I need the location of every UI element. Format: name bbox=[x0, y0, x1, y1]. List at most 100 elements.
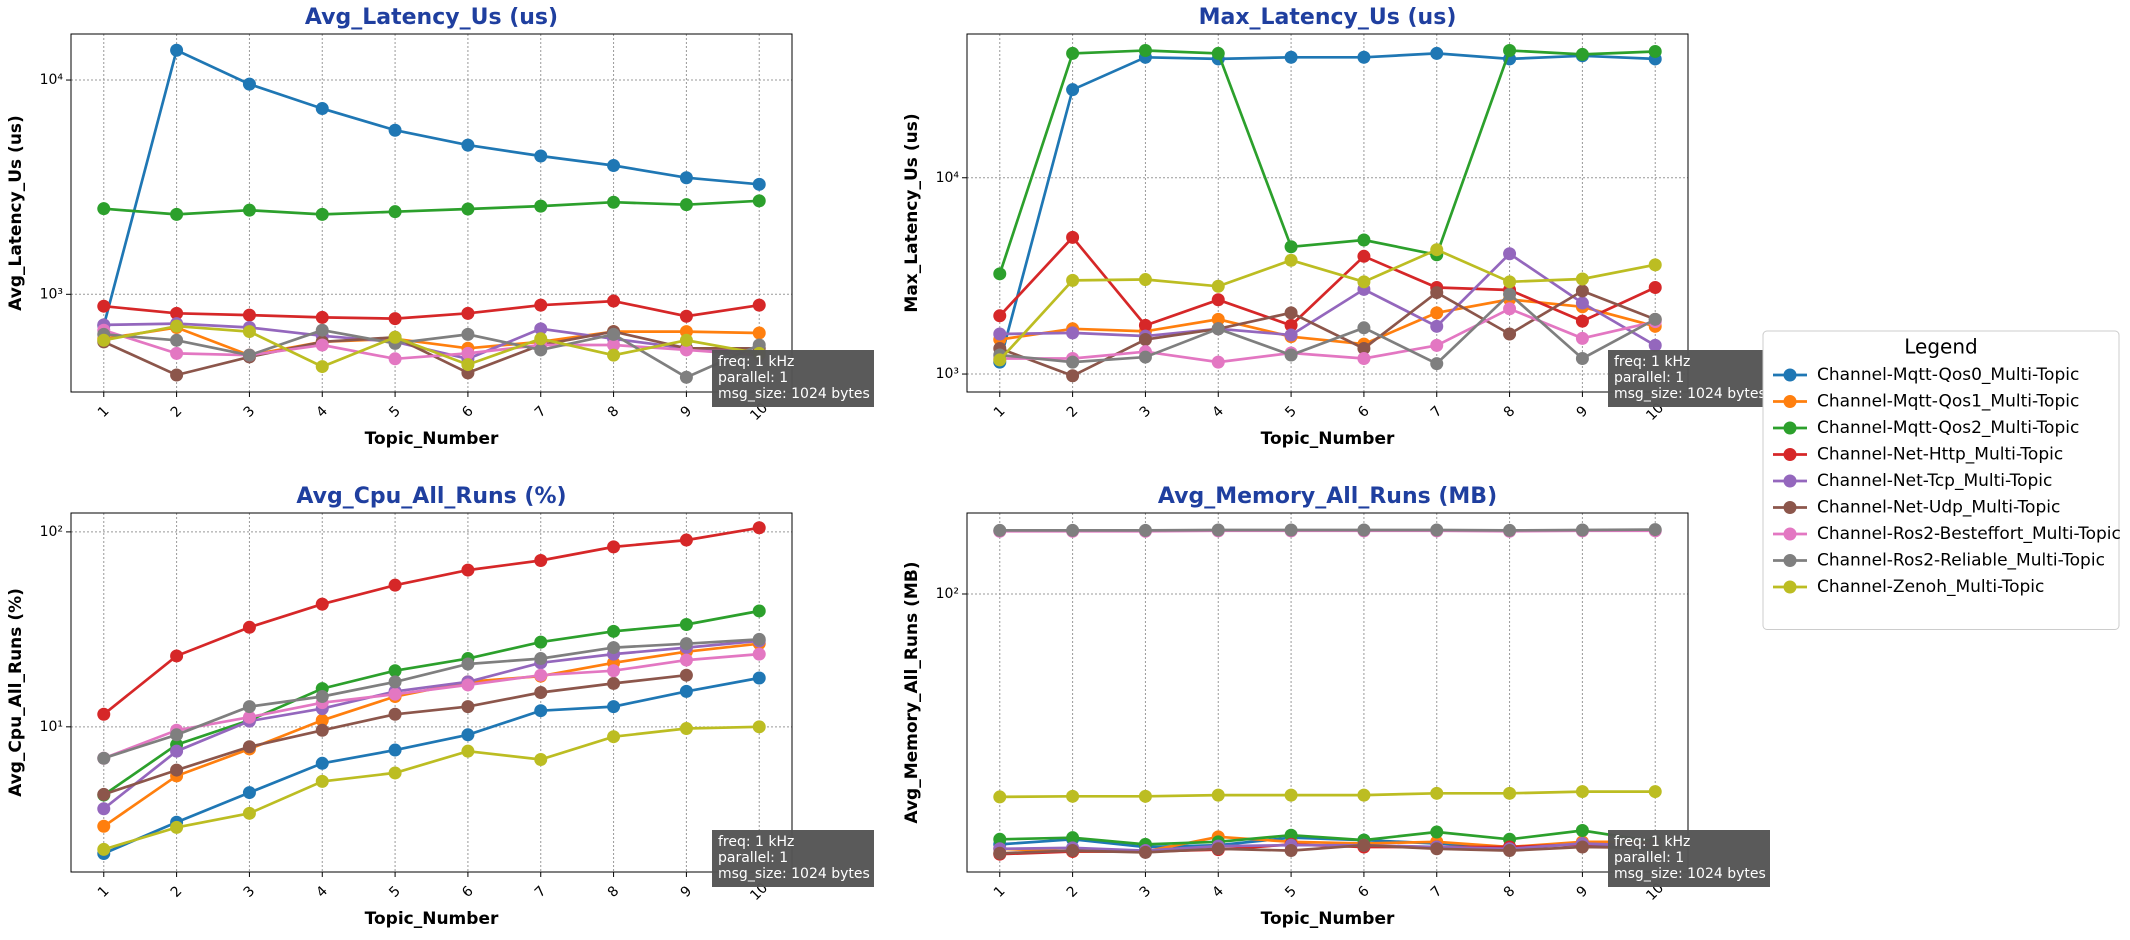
series-line bbox=[102, 639, 760, 810]
data-point bbox=[1066, 83, 1080, 97]
data-point bbox=[97, 299, 111, 313]
data-point bbox=[1357, 523, 1371, 537]
x-tick-label: 9 bbox=[678, 403, 696, 421]
data-point bbox=[97, 787, 111, 801]
data-point bbox=[993, 846, 1007, 860]
data-point bbox=[1357, 341, 1371, 355]
plot-frame bbox=[71, 513, 792, 872]
annotation-text: msg_size: 1024 bytes bbox=[718, 386, 870, 402]
data-point bbox=[1357, 249, 1371, 263]
data-point bbox=[1357, 788, 1371, 802]
data-point bbox=[461, 306, 475, 320]
data-point bbox=[752, 521, 766, 535]
data-point bbox=[461, 678, 475, 692]
data-point bbox=[242, 77, 256, 91]
x-tick-label: 2 bbox=[1064, 883, 1082, 901]
data-point bbox=[1503, 786, 1517, 800]
data-point bbox=[607, 664, 621, 678]
data-point bbox=[242, 710, 256, 724]
data-point bbox=[534, 298, 548, 312]
data-point bbox=[461, 744, 475, 758]
axes-border bbox=[966, 512, 1689, 873]
data-point bbox=[97, 842, 111, 856]
data-point bbox=[993, 832, 1007, 846]
plot-area: Channel-Mqtt-Qos0_Multi-TopicChannel-Mqt… bbox=[993, 43, 1662, 383]
data-point bbox=[1575, 823, 1589, 837]
data-point bbox=[534, 332, 548, 346]
series: Channel-Net-Http_Multi-Topic bbox=[97, 521, 766, 721]
series: Channel-Mqtt-Qos0_Multi-Topic bbox=[993, 46, 1662, 369]
data-point bbox=[679, 684, 693, 698]
data-point bbox=[752, 604, 766, 618]
annotation-text: parallel: 1 bbox=[718, 850, 788, 866]
series: Channel-Zenoh_Multi-Topic bbox=[97, 720, 766, 856]
y-tick-label: 10⁴ bbox=[936, 170, 960, 186]
data-point bbox=[1648, 523, 1662, 537]
data-point bbox=[1648, 338, 1662, 352]
data-point bbox=[1284, 240, 1298, 254]
series-line bbox=[999, 292, 1656, 366]
series-line bbox=[103, 609, 760, 797]
data-point bbox=[315, 756, 329, 770]
plot-area: Channel-Mqtt-Qos0_Multi-TopicChannel-Mqt… bbox=[97, 521, 766, 860]
x-tick-label: 6 bbox=[459, 403, 477, 421]
data-point bbox=[315, 310, 329, 324]
data-point bbox=[679, 309, 693, 323]
x-tick-label: 9 bbox=[1574, 403, 1592, 421]
data-point bbox=[461, 728, 475, 742]
data-point bbox=[993, 790, 1007, 804]
annotation-box bbox=[712, 350, 874, 407]
annotation-text: parallel: 1 bbox=[1614, 370, 1684, 386]
data-point bbox=[1575, 47, 1589, 61]
annotation-text: parallel: 1 bbox=[718, 370, 788, 386]
chart-panel: 1 2 3 4 5 6 7 8 9 1010³10⁴Channel-Mqtt-Qos0_Multi… bbox=[902, 5, 1770, 449]
annotation-text: freq: 1 kHz bbox=[1614, 354, 1690, 370]
series: Channel-Net-Udp_Multi-Topic bbox=[97, 668, 693, 801]
x-axis-label: Topic_Number bbox=[365, 909, 499, 929]
data-point bbox=[315, 338, 329, 352]
data-point bbox=[607, 195, 621, 209]
x-tick-label: 8 bbox=[1501, 883, 1519, 901]
y-tick-label: 10² bbox=[936, 586, 959, 602]
series-line bbox=[103, 326, 760, 357]
data-point bbox=[315, 323, 329, 337]
data-point bbox=[97, 202, 111, 216]
data-point bbox=[461, 327, 475, 341]
data-point bbox=[1575, 523, 1589, 537]
data-point bbox=[388, 578, 402, 592]
chart-panel: 1 2 3 4 5 6 7 8 9 1010³10⁴Channel-Mqtt-Qos0_Multi… bbox=[6, 5, 874, 449]
legend-label: Channel-Ros2-Besteffort_Multi-Topic bbox=[1817, 524, 2121, 544]
data-point bbox=[607, 348, 621, 362]
data-point bbox=[1138, 523, 1152, 537]
data-point bbox=[1575, 284, 1589, 298]
annotation-text: msg_size: 1024 bytes bbox=[1614, 386, 1766, 402]
data-point bbox=[1284, 788, 1298, 802]
axes-border bbox=[70, 33, 793, 393]
x-tick-label: 9 bbox=[1574, 883, 1592, 901]
x-axis-label: Topic_Number bbox=[1261, 909, 1395, 929]
data-point bbox=[1284, 844, 1298, 858]
data-point bbox=[1357, 275, 1371, 289]
y-tick-label: 10³ bbox=[40, 286, 63, 302]
x-tick-label: 4 bbox=[1209, 403, 1227, 421]
data-point bbox=[679, 333, 693, 347]
data-point bbox=[1211, 279, 1225, 293]
x-tick-label: 1 bbox=[95, 403, 113, 421]
data-point bbox=[242, 700, 256, 714]
data-point bbox=[534, 686, 548, 699]
data-point bbox=[1503, 327, 1517, 341]
x-tick-label: 2 bbox=[168, 883, 186, 901]
series-line bbox=[998, 248, 1656, 361]
data-point bbox=[1211, 788, 1225, 802]
data-point bbox=[679, 343, 693, 357]
data-point bbox=[1211, 312, 1225, 326]
data-point bbox=[607, 540, 621, 554]
x-tick-label: 4 bbox=[1209, 883, 1227, 901]
series: Channel-Ros2-Reliable_Multi-Topic bbox=[97, 632, 766, 765]
x-tick-label: 5 bbox=[1282, 883, 1300, 901]
data-point bbox=[1066, 789, 1080, 803]
x-tick-label: 4 bbox=[313, 403, 331, 421]
series-line bbox=[999, 252, 1656, 347]
data-point bbox=[1138, 845, 1152, 859]
x-tick-label: 8 bbox=[605, 403, 623, 421]
